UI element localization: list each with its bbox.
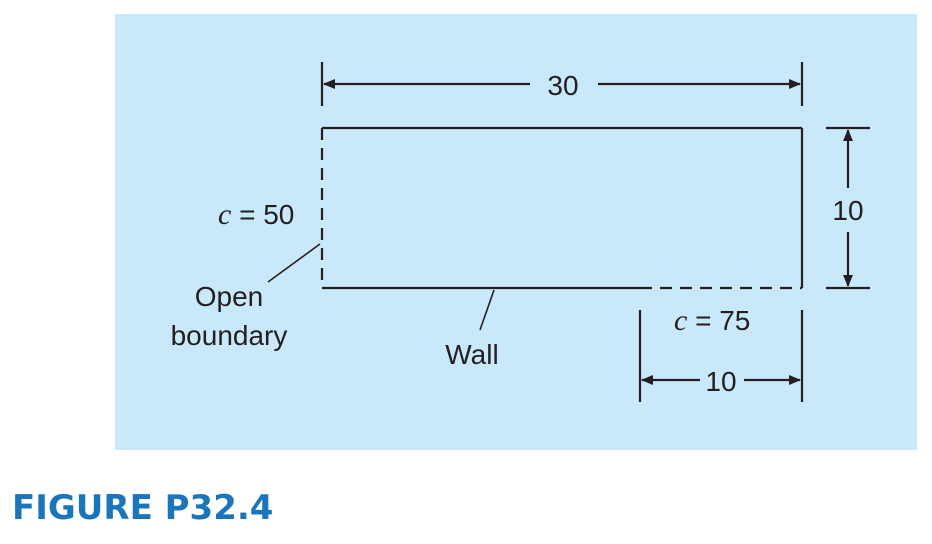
left-concentration-label: c = 50 (218, 198, 294, 231)
bottom-concentration-label: c = 75 (674, 304, 750, 337)
bottom-c-value: = 75 (687, 305, 750, 336)
open-boundary-leader (267, 243, 321, 283)
bottom-c-variable: c (674, 304, 687, 337)
wall-leader (479, 289, 495, 331)
right-dimension-label: 10 (832, 195, 863, 226)
open-boundary-label-line2: boundary (171, 320, 288, 351)
wall-label: Wall (445, 339, 498, 370)
left-c-value: = 50 (231, 199, 294, 230)
figure-caption: FIGURE P32.4 (12, 488, 274, 528)
diagram-background (115, 14, 917, 450)
bottom-dimension-label: 10 (705, 366, 736, 397)
top-dimension-label: 30 (547, 70, 578, 101)
left-c-variable: c (218, 198, 231, 231)
open-boundary-label-line1: Open (195, 281, 264, 312)
